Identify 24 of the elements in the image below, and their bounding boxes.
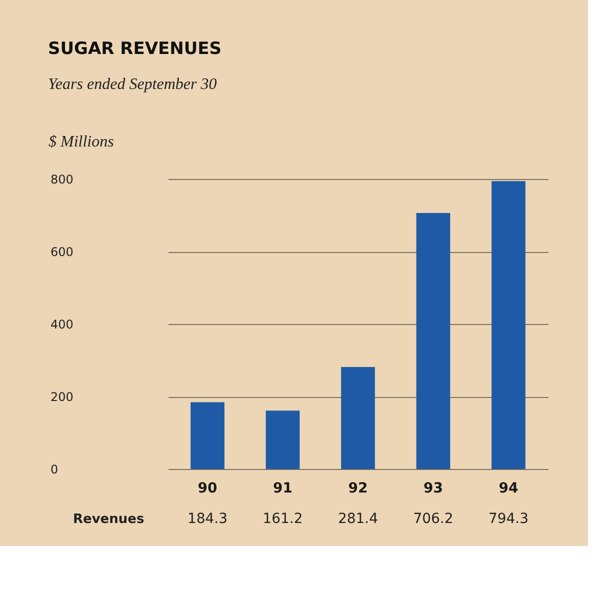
bar bbox=[492, 181, 526, 469]
data-label: 184.3 bbox=[187, 511, 228, 527]
bar bbox=[266, 410, 300, 469]
bar bbox=[341, 366, 375, 469]
chart-title: SUGAR REVENUES bbox=[48, 39, 222, 59]
data-label: 706.2 bbox=[413, 511, 454, 527]
x-tick-label: 92 bbox=[348, 480, 368, 496]
x-tick-label: 93 bbox=[424, 480, 443, 496]
chart-subtitle: Years ended September 30 bbox=[48, 76, 217, 93]
y-tick-label: 400 bbox=[50, 318, 74, 332]
data-label: 794.3 bbox=[488, 511, 529, 527]
x-tick-label: 91 bbox=[273, 480, 292, 496]
x-tick-label: 94 bbox=[498, 480, 518, 496]
text: Revenues bbox=[73, 512, 144, 527]
y-tick-label: 200 bbox=[50, 390, 74, 404]
y-axis-title: $ Millions bbox=[48, 134, 114, 150]
bar bbox=[190, 402, 224, 469]
y-tick-label: 600 bbox=[50, 245, 74, 259]
x-tick-label: 90 bbox=[198, 480, 218, 496]
data-label: 281.4 bbox=[338, 511, 378, 527]
y-tick-label: 0 bbox=[50, 462, 58, 476]
bar bbox=[416, 213, 450, 469]
data-label: 161.2 bbox=[262, 511, 303, 527]
y-tick-label: 800 bbox=[50, 172, 74, 186]
